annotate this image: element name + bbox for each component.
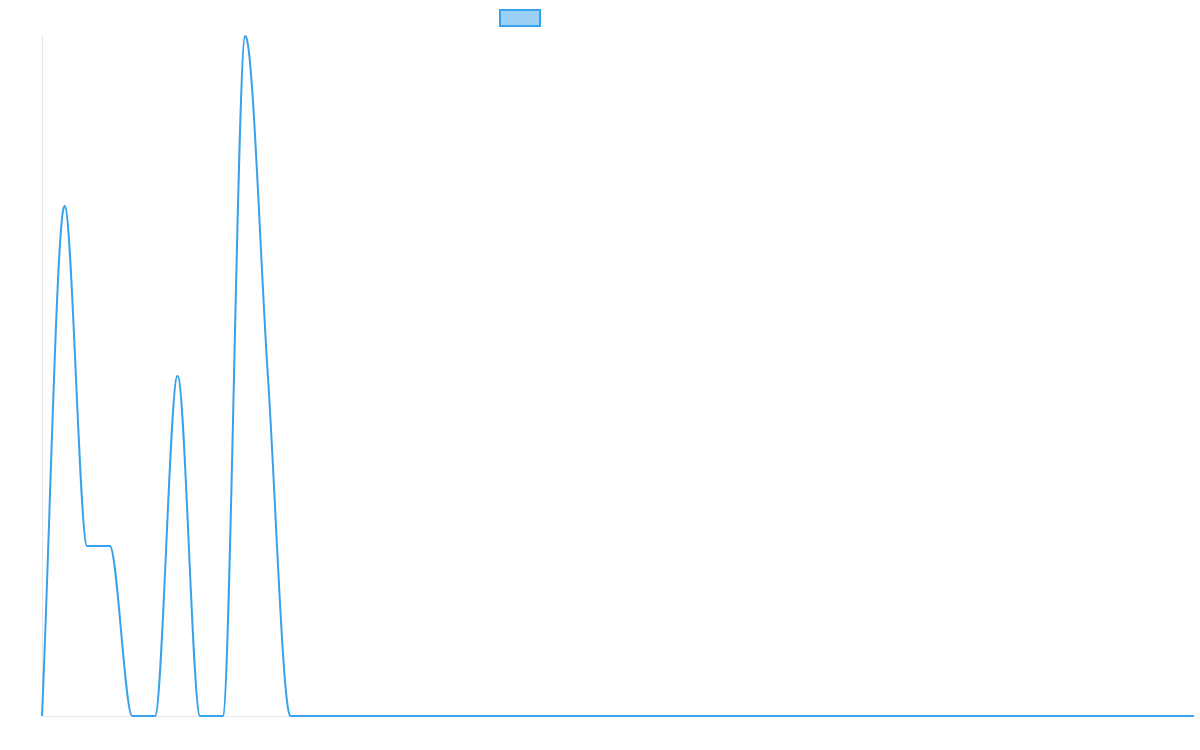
data-point[interactable]: [129, 713, 135, 719]
data-point[interactable]: [626, 713, 632, 719]
data-point[interactable]: [784, 713, 790, 719]
legend[interactable]: [499, 9, 541, 27]
data-point[interactable]: [717, 713, 723, 719]
data-point[interactable]: [807, 713, 813, 719]
data-point[interactable]: [604, 713, 610, 719]
data-point[interactable]: [1078, 713, 1084, 719]
data-point[interactable]: [400, 713, 406, 719]
data-point[interactable]: [1055, 713, 1061, 719]
data-point[interactable]: [581, 713, 587, 719]
data-point[interactable]: [762, 713, 768, 719]
data-point[interactable]: [152, 713, 158, 719]
data-point[interactable]: [287, 713, 293, 719]
data-point[interactable]: [84, 543, 90, 549]
data-point[interactable]: [265, 373, 271, 379]
data-point[interactable]: [1033, 713, 1039, 719]
data-point[interactable]: [875, 713, 881, 719]
data-point[interactable]: [536, 713, 542, 719]
data-point[interactable]: [943, 713, 949, 719]
data-point[interactable]: [559, 713, 565, 719]
data-point[interactable]: [1101, 713, 1107, 719]
data-point[interactable]: [965, 713, 971, 719]
data-point[interactable]: [739, 713, 745, 719]
data-point[interactable]: [1191, 713, 1197, 719]
legend-swatch[interactable]: [499, 9, 541, 27]
data-point[interactable]: [491, 713, 497, 719]
data-point[interactable]: [446, 713, 452, 719]
data-point[interactable]: [468, 713, 474, 719]
data-point[interactable]: [1123, 713, 1129, 719]
data-point[interactable]: [220, 713, 226, 719]
data-point[interactable]: [852, 713, 858, 719]
data-point[interactable]: [378, 713, 384, 719]
series-layer: [39, 33, 1197, 719]
data-point[interactable]: [355, 713, 361, 719]
series-line-0: [41, 34, 1194, 717]
data-point[interactable]: [513, 713, 519, 719]
data-point[interactable]: [310, 713, 316, 719]
data-point[interactable]: [107, 543, 113, 549]
data-point[interactable]: [175, 373, 181, 379]
data-point[interactable]: [694, 713, 700, 719]
data-point[interactable]: [897, 713, 903, 719]
data-point[interactable]: [197, 713, 203, 719]
data-point[interactable]: [830, 713, 836, 719]
data-point[interactable]: [671, 713, 677, 719]
data-point[interactable]: [920, 713, 926, 719]
data-point[interactable]: [988, 713, 994, 719]
data-point[interactable]: [62, 203, 68, 209]
data-point[interactable]: [1146, 713, 1152, 719]
data-point[interactable]: [1168, 713, 1174, 719]
data-point[interactable]: [39, 713, 45, 719]
data-point[interactable]: [423, 713, 429, 719]
data-point[interactable]: [333, 713, 339, 719]
data-point[interactable]: [649, 713, 655, 719]
data-point[interactable]: [242, 33, 248, 39]
data-point[interactable]: [1010, 713, 1016, 719]
